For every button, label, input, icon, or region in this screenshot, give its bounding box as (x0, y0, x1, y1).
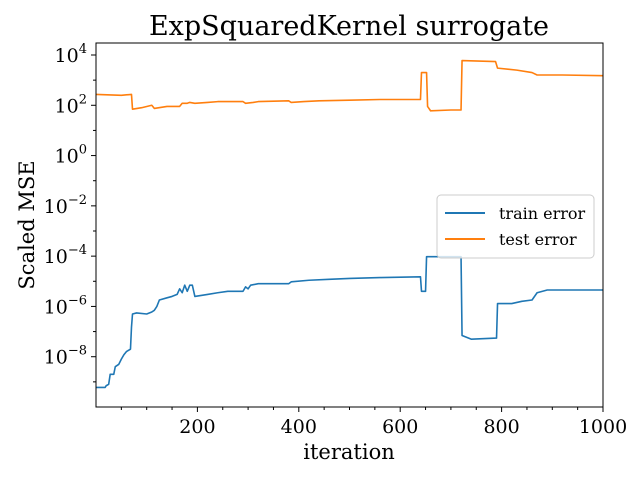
legend: train error test error (436, 194, 595, 259)
y-axis: 10−8 10−6 10−4 10−2 100 102 104 (44, 42, 96, 383)
legend-box (436, 194, 595, 259)
x-tick-label: 200 (179, 416, 215, 438)
x-tick-label: 400 (281, 416, 317, 438)
x-axis-label: iteration (303, 440, 394, 464)
legend-label: test error (499, 230, 577, 249)
x-axis: 200 400 600 800 1000 (120, 407, 627, 438)
chart-title: ExpSquaredKernel surrogate (149, 11, 549, 42)
series-line-test (96, 59, 604, 112)
y-tick-label: 104 (55, 42, 87, 67)
plot-lines (96, 59, 604, 389)
legend-label: train error (499, 204, 586, 223)
y-tick-label: 10−2 (44, 193, 87, 218)
y-tick-label: 100 (55, 143, 87, 168)
series-line-train (96, 255, 603, 389)
y-tick-label: 10−8 (44, 344, 87, 369)
y-axis-label: Scaled MSE (15, 160, 39, 289)
x-tick-label: 600 (382, 416, 418, 438)
y-tick-label: 10−4 (44, 243, 87, 268)
y-tick-label: 102 (55, 92, 87, 117)
x-tick-label: 800 (483, 416, 519, 438)
y-tick-label: 10−6 (44, 293, 87, 318)
x-tick-label: 1000 (579, 416, 627, 438)
